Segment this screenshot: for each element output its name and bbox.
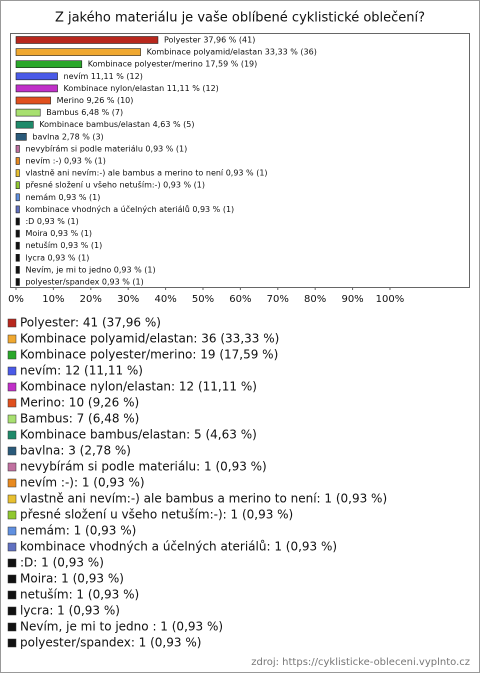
x-tick-label: 10% (42, 294, 64, 305)
legend-swatch (7, 638, 17, 648)
legend-label: Kombinace nylon/elastan: 12 (11,11 %) (20, 380, 257, 394)
bar-label: Kombinace bambus/elastan 4,63 % (5) (39, 120, 194, 129)
legend-swatch (7, 334, 17, 344)
legend-label: :D: 1 (0,93 %) (20, 556, 104, 570)
legend-swatch (7, 462, 17, 472)
legend-label: Kombinace polyamid/elastan: 36 (33,33 %) (20, 332, 279, 346)
bar-label: kombinace vhodných a účelných ateriálů 0… (25, 204, 234, 214)
legend-swatch (7, 606, 17, 616)
bar-label: vlastně ani nevím:-) ale bambus a merino… (25, 169, 267, 178)
legend-swatch (7, 446, 17, 456)
bar-label: lycra 0,93 % (1) (25, 253, 89, 262)
x-tick-label: 100% (376, 294, 405, 305)
legend-label: Moira: 1 (0,93 %) (20, 572, 124, 586)
bar (15, 36, 159, 44)
legend-label: Merino: 10 (9,26 %) (20, 396, 139, 410)
bar-label: nemám 0,93 % (1) (25, 193, 100, 202)
bar (15, 217, 20, 226)
bar-label: nevím :-) 0,93 % (1) (25, 157, 105, 166)
legend-swatch (7, 542, 17, 552)
legend-label: kombinace vhodných a účelných ateriálů: … (20, 540, 337, 554)
legend-label: přesné složení u všeho netuším:-): 1 (0,… (20, 508, 293, 522)
legend-swatch (7, 478, 17, 488)
legend-label: nevím :-): 1 (0,93 %) (20, 476, 145, 490)
bar-label: nevybírám si podle materiálu 0,93 % (1) (25, 144, 187, 153)
legend-label: nevybírám si podle materiálu: 1 (0,93 %) (20, 460, 267, 474)
legend-swatch (7, 382, 17, 392)
bar-label: polyester/spandex 0,93 % (1) (25, 278, 143, 287)
bar (15, 241, 20, 250)
legend-swatch (7, 398, 17, 408)
x-tick-label: 20% (80, 294, 102, 305)
bar-label: Kombinace polyamid/elastan 33,33 % (36) (147, 48, 317, 57)
legend-swatch (7, 510, 17, 520)
bar-label: Merino 9,26 % (10) (57, 96, 134, 105)
source: zdroj: https://cyklisticke-obleceni.vypl… (251, 657, 470, 668)
legend-label: nemám: 1 (0,93 %) (20, 524, 136, 538)
x-tick-label: 70% (267, 294, 289, 305)
legend-swatch (7, 590, 17, 600)
bar (15, 60, 83, 69)
bar-label: přesné složení u všeho netuším:-) 0,93 %… (25, 180, 204, 190)
legend-label: polyester/spandex: 1 (0,93 %) (20, 636, 201, 650)
x-tick-label: 50% (192, 294, 214, 305)
bar-label: Nevím, je mi to jedno 0,93 % (1) (25, 265, 155, 274)
bar (15, 96, 51, 105)
bar-label: Kombinace polyester/merino 17,59 % (19) (88, 60, 257, 69)
legend-swatch (7, 526, 17, 536)
bar-label: :D 0,93 % (1) (25, 217, 78, 226)
bar (15, 84, 58, 93)
bar (15, 278, 20, 286)
bar (15, 120, 34, 129)
chart-title: Z jakého materiálu je vaše oblíbené cykl… (55, 11, 425, 26)
legend-label: Kombinace polyester/merino: 19 (17,59 %) (20, 348, 278, 362)
bar (15, 108, 41, 117)
legend-label: nevím: 12 (11,11 %) (20, 364, 143, 378)
bar (15, 72, 58, 81)
bar-label: Moira 0,93 % (1) (25, 229, 92, 238)
bar-label: bavlna 2,78 % (3) (32, 132, 103, 141)
bar-label: Polyester 37,96 % (41) (164, 36, 255, 45)
legend-swatch (7, 430, 17, 440)
legend-label: Bambus: 7 (6,48 %) (20, 412, 139, 426)
plot-frame (10, 33, 470, 288)
bar (15, 254, 20, 262)
bar (15, 193, 20, 202)
legend-swatch (7, 574, 17, 584)
legend-label: vlastně ani nevím:-) ale bambus a merino… (20, 492, 387, 506)
x-tick-label: 60% (229, 294, 251, 305)
bar (15, 169, 20, 177)
bar (15, 181, 20, 189)
legend-swatch (7, 414, 17, 424)
legend-label: netuším: 1 (0,93 %) (20, 588, 139, 602)
bar-label: Bambus 6,48 % (7) (46, 108, 123, 117)
legend-label: Nevím, je mi to jedno : 1 (0,93 %) (20, 620, 223, 634)
bar (15, 48, 141, 56)
bar-label: netuším 0,93 % (1) (25, 240, 102, 250)
x-tick-label: 30% (117, 294, 139, 305)
x-tick-label: 40% (154, 294, 176, 305)
bar (15, 205, 20, 214)
bar (15, 145, 20, 153)
bar-label: Kombinace nylon/elastan 11,11 % (12) (64, 84, 219, 93)
bar (15, 157, 20, 165)
x-tick-label: 0% (8, 294, 24, 305)
legend-label: lycra: 1 (0,93 %) (20, 604, 120, 618)
legend-swatch (7, 494, 17, 504)
legend-swatch (7, 350, 17, 360)
bar (15, 266, 20, 274)
legend-swatch (7, 318, 17, 328)
legend-swatch (7, 622, 17, 632)
x-tick-label: 80% (304, 294, 326, 305)
bar (15, 229, 20, 238)
legend-swatch (7, 366, 17, 376)
legend-swatch (7, 558, 17, 568)
x-tick-label: 90% (341, 294, 363, 305)
bar-label: nevím 11,11 % (12) (64, 72, 143, 81)
legend-label: bavlna: 3 (2,78 %) (20, 444, 131, 458)
bar (15, 133, 27, 141)
legend-label: Kombinace bambus/elastan: 5 (4,63 %) (20, 428, 257, 442)
legend-label: Polyester: 41 (37,96 %) (20, 316, 161, 330)
